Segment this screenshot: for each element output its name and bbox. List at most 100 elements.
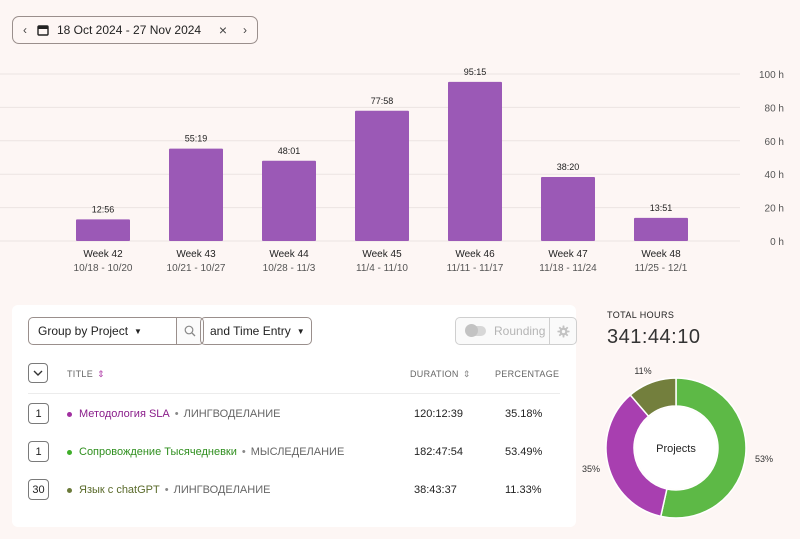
rounding-toggle[interactable]: Rounding: [455, 317, 549, 345]
project-color-dot: [67, 487, 72, 493]
donut-slice: [659, 377, 747, 519]
x-category-label: Week 42: [83, 249, 123, 260]
client-name: ЛИНГВОДЕЛАНИЕ: [183, 408, 281, 420]
time-entry-label: and Time Entry: [210, 324, 291, 338]
title-column-header[interactable]: TITLE ⇕: [67, 369, 105, 380]
bar: [634, 217, 688, 241]
bar: [76, 219, 130, 241]
duration-column-header[interactable]: DURATION ⇕: [410, 369, 471, 380]
x-range-label: 10/21 - 10/27: [167, 263, 226, 274]
x-range-label: 11/18 - 11/24: [539, 263, 597, 274]
separator-dot: •: [174, 408, 179, 420]
x-category-label: Week 47: [548, 249, 588, 260]
total-hours-label: TOTAL HOURS: [607, 310, 675, 320]
project-name: Язык с chatGPT: [79, 484, 160, 496]
client-name: МЫСЛЕДЕЛАНИЕ: [250, 446, 345, 458]
bar: [169, 148, 223, 241]
bar-value-label: 13:51: [650, 203, 673, 213]
x-category-label: Week 46: [455, 249, 495, 260]
bar: [262, 160, 316, 241]
chevron-right-icon[interactable]: ›: [243, 23, 247, 37]
project-cell: Методология SLA • ЛИНГВОДЕЛАНИЕ: [67, 408, 280, 420]
project-cell: Сопровождение Тысячедневки • МЫСЛЕДЕЛАНИ…: [67, 446, 344, 458]
y-tick-label: 100 h: [759, 70, 784, 81]
entry-count-badge[interactable]: 1: [28, 441, 49, 462]
project-color-dot: [67, 449, 72, 455]
x-category-label: Week 48: [641, 249, 681, 260]
weekly-hours-bar-chart: 100 h 80 h 60 h 40 h 20 h 0 h 12:56 Week 42 10/1…: [0, 67, 784, 274]
time-entry-select[interactable]: and Time Entry ▼: [200, 317, 312, 345]
donut-slice-label: 53%: [755, 454, 773, 464]
separator-dot: •: [164, 484, 169, 496]
x-range-label: 11/25 - 12/1: [635, 263, 688, 274]
chevron-down-icon: ▼: [134, 326, 142, 336]
bar-value-label: 55:19: [185, 134, 208, 144]
report-table-panel: Group by Project ▼ and Time Entry ▼ Roun…: [12, 305, 577, 527]
duration-header-label: DURATION: [410, 369, 459, 379]
donut-slice-label: 35%: [582, 464, 600, 474]
chevron-left-icon[interactable]: ‹: [23, 23, 27, 37]
percentage-cell: 35.18%: [505, 408, 543, 420]
group-by-select[interactable]: Group by Project ▼: [28, 317, 176, 345]
project-color-dot: [67, 411, 72, 417]
entry-count-badge[interactable]: 1: [28, 403, 49, 424]
sort-icon: ⇕: [97, 369, 105, 379]
duration-cell: 120:12:39: [414, 408, 463, 420]
x-range-label: 11/4 - 11/10: [356, 263, 408, 274]
donut-slice: [605, 393, 668, 518]
calendar-icon: [37, 24, 51, 36]
x-category-label: Week 44: [269, 249, 309, 260]
bar-value-label: 95:15: [464, 67, 487, 77]
total-hours-value: 341:44:10: [607, 326, 701, 348]
entry-count-badge[interactable]: 30: [28, 479, 49, 500]
rounding-settings-button[interactable]: [549, 317, 577, 345]
table-row[interactable]: 1 Сопровождение Тысячедневки • МЫСЛЕДЕЛА…: [12, 441, 576, 465]
date-range-label: 18 Oct 2024 - 27 Nov 2024: [57, 23, 202, 37]
expand-all-button[interactable]: [28, 363, 48, 383]
x-range-label: 10/28 - 11/3: [263, 263, 316, 274]
group-by-label: Group by Project: [38, 324, 129, 338]
project-cell: Язык с chatGPT • ЛИНГВОДЕЛАНИЕ: [67, 484, 270, 496]
y-tick-label: 20 h: [765, 204, 784, 215]
table-row[interactable]: 30 Язык с chatGPT • ЛИНГВОДЕЛАНИЕ 38:43:…: [12, 479, 576, 503]
title-header-label: TITLE: [67, 369, 94, 379]
separator-dot: •: [241, 446, 246, 458]
chevron-down-icon: ▼: [296, 326, 305, 336]
y-tick-label: 80 h: [765, 103, 784, 114]
search-icon: [184, 325, 196, 337]
y-tick-label: 40 h: [765, 170, 784, 181]
rounding-label: Rounding: [494, 324, 546, 338]
close-icon[interactable]: ×: [218, 22, 228, 38]
bar-value-label: 48:01: [278, 146, 301, 156]
bar-value-label: 12:56: [92, 204, 115, 214]
client-name: ЛИНГВОДЕЛАНИЕ: [173, 484, 271, 496]
donut-slice-label: 11%: [634, 366, 651, 376]
donut-slice: [629, 377, 677, 418]
duration-cell: 182:47:54: [414, 446, 463, 458]
percentage-column-header: PERCENTAGE: [495, 369, 560, 379]
x-range-label: 11/11 - 11/17: [447, 263, 504, 274]
date-range-picker[interactable]: ‹ 18 Oct 2024 - 27 Nov 2024 × ›: [12, 16, 258, 44]
sort-icon: ⇕: [462, 369, 471, 379]
bar-value-label: 77:58: [371, 96, 394, 106]
x-category-label: Week 43: [176, 249, 216, 260]
bar: [355, 110, 409, 241]
donut-center-label: Projects: [656, 443, 696, 455]
y-tick-label: 0 h: [770, 237, 784, 248]
header-divider: [28, 393, 560, 394]
bar: [448, 81, 502, 242]
x-category-label: Week 45: [362, 249, 402, 260]
percentage-cell: 11.33%: [505, 484, 542, 496]
project-name: Методология SLA: [79, 408, 170, 420]
gear-icon: [556, 324, 570, 338]
percentage-cell: 53.49%: [505, 446, 543, 458]
donut-center: [635, 407, 717, 489]
x-range-label: 10/18 - 10/20: [74, 263, 133, 274]
y-tick-label: 60 h: [765, 137, 784, 148]
table-toolbar: Group by Project ▼ and Time Entry ▼ Roun…: [28, 317, 577, 345]
table-header: TITLE ⇕ DURATION ⇕ PERCENTAGE: [12, 361, 576, 385]
toggle-switch-icon: [465, 324, 486, 337]
search-button[interactable]: [176, 317, 204, 345]
table-row[interactable]: 1 Методология SLA • ЛИНГВОДЕЛАНИЕ 120:12…: [12, 403, 576, 427]
bar: [541, 176, 595, 241]
